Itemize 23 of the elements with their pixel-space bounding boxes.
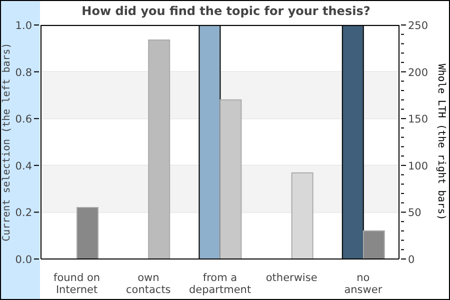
chart-title: How did you find the topic for your thesis?	[80, 4, 372, 18]
y2-tick-label: 200	[408, 66, 428, 79]
x-tick-label: no answer	[344, 272, 383, 296]
y-tick-label: 0.2	[15, 207, 32, 220]
y-tick-label: 1.0	[15, 20, 32, 32]
x-tick-label: own contacts	[126, 272, 171, 296]
y-tick-label: 0.8	[15, 66, 32, 79]
y2-tick-label: 50	[408, 207, 422, 220]
y2-tick-label: 250	[408, 20, 428, 32]
y-tick-label: 0.6	[15, 114, 32, 126]
y2-axis-title: Whole LTH (the right bars)	[435, 64, 446, 220]
bar	[148, 39, 170, 259]
y2-tick-label: 150	[408, 114, 428, 126]
x-tick-label: found on Internet	[54, 272, 100, 296]
bar	[362, 230, 385, 259]
x-tick-label: from a department	[188, 272, 252, 296]
y-tick-label: 0.0	[15, 254, 32, 266]
y2-tick-label: 0	[408, 254, 415, 266]
y-axis-title: Current selection (the left bars)	[2, 42, 13, 242]
bar	[76, 207, 98, 259]
y-tick-label: 0.4	[15, 160, 32, 172]
x-tick-label: otherwise	[266, 272, 318, 284]
y2-tick-label: 100	[408, 160, 428, 172]
